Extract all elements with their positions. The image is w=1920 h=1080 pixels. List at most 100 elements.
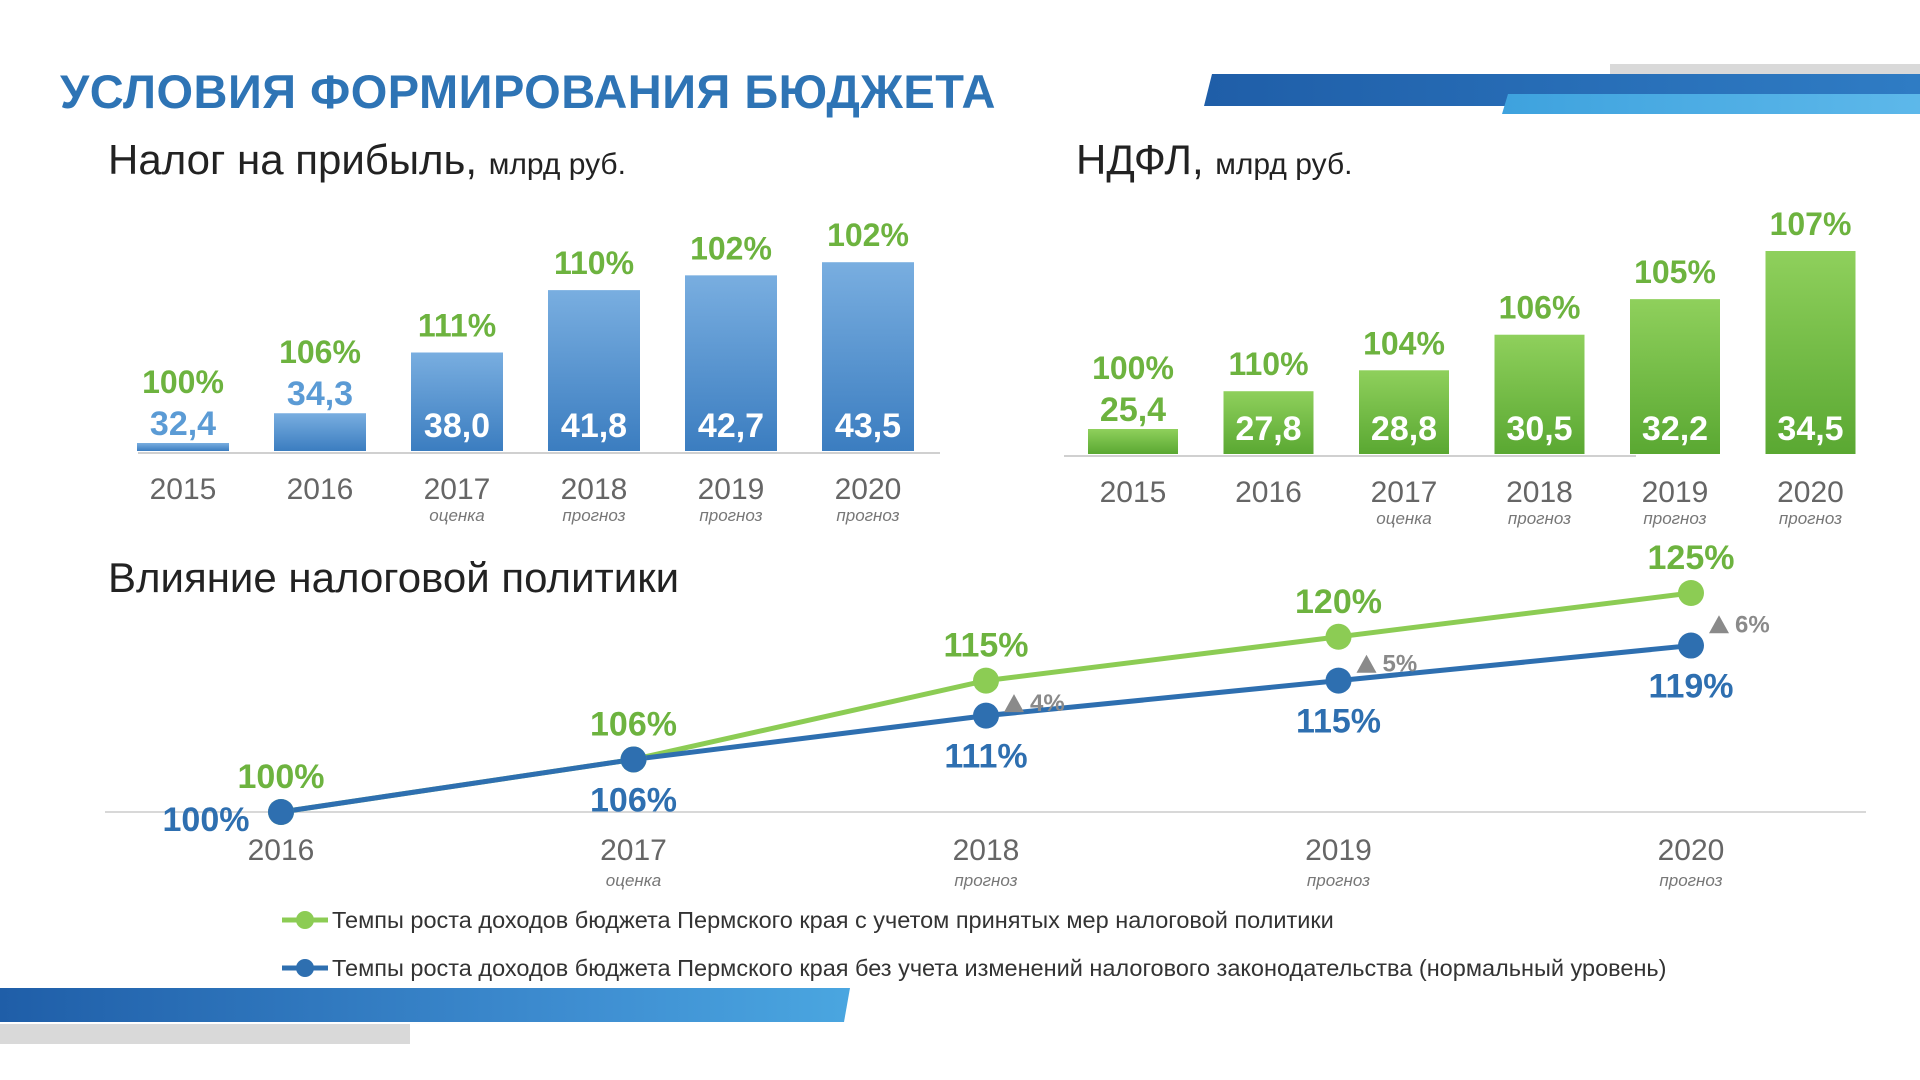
bar xyxy=(1223,391,1314,454)
series-point xyxy=(1678,632,1704,659)
delta-up-icon xyxy=(1004,694,1024,713)
blue-point-label: 119% xyxy=(1648,668,1733,706)
green-point-label: 100% xyxy=(238,758,325,796)
footer-stripe-blue xyxy=(0,988,850,1022)
x-tick-label: 2016 xyxy=(287,473,354,506)
bar xyxy=(548,290,640,451)
delta-label: 6% xyxy=(1735,611,1770,638)
bar xyxy=(1765,251,1856,454)
ndfl-unit: млрд руб. xyxy=(1215,148,1353,181)
x-tick-label: 2019 xyxy=(1642,476,1709,509)
growth-label: 111% xyxy=(418,308,496,344)
blue-point-label: 111% xyxy=(944,738,1027,776)
legend-item-blue: Темпы роста доходов бюджета Пермского кр… xyxy=(282,953,1667,983)
green-point-label: 125% xyxy=(1648,539,1735,577)
x-sublabel: прогноз xyxy=(699,506,762,525)
page-title: УСЛОВИЯ ФОРМИРОВАНИЯ БЮДЖЕТА xyxy=(60,65,996,118)
blue-point-label: 100% xyxy=(163,801,250,839)
delta-label: 4% xyxy=(1030,690,1065,717)
x-sublabel: оценка xyxy=(429,506,484,525)
bar xyxy=(1088,429,1178,454)
x-tick-label: 2016 xyxy=(248,834,315,867)
profit-tax-title: Налог на прибыль, млрд руб. xyxy=(108,136,626,184)
x-tick-label: 2018 xyxy=(561,473,628,506)
footer-stripe-gray xyxy=(0,1024,410,1044)
bar xyxy=(137,443,229,451)
legend-label-blue: Темпы роста доходов бюджета Пермского кр… xyxy=(332,954,1667,981)
blue-point-label: 106% xyxy=(590,781,677,819)
series-point xyxy=(1325,623,1352,650)
bar-value-label: 32,2 xyxy=(1642,410,1708,448)
x-sublabel: оценка xyxy=(606,871,661,890)
x-tick-label: 2017 xyxy=(1371,476,1438,509)
x-tick-label: 2018 xyxy=(953,834,1020,867)
delta-label: 5% xyxy=(1383,651,1418,678)
x-tick-label: 2020 xyxy=(835,473,902,506)
bar xyxy=(1359,370,1449,454)
policy-title: Влияние налоговой политики xyxy=(108,554,680,601)
legend-item-green: Темпы роста доходов бюджета Пермского кр… xyxy=(282,905,1334,935)
bar-value-label: 25,4 xyxy=(1100,391,1166,429)
x-tick-label: 2019 xyxy=(1305,834,1372,867)
bar-value-label: 42,7 xyxy=(698,407,764,445)
growth-label: 110% xyxy=(554,245,634,281)
growth-label: 102% xyxy=(690,230,772,266)
series-point xyxy=(973,667,999,694)
green-point-label: 106% xyxy=(590,705,677,743)
profit-tax-unit: млрд руб. xyxy=(488,148,626,181)
ndfl-title: НДФЛ, млрд руб. xyxy=(1076,136,1352,184)
bar xyxy=(1630,299,1720,454)
x-sublabel: прогноз xyxy=(1508,509,1571,528)
x-sublabel: оценка xyxy=(1376,509,1431,528)
series-point xyxy=(620,746,647,773)
bar-value-label: 30,5 xyxy=(1506,410,1572,448)
x-tick-label: 2015 xyxy=(150,473,217,506)
series-point xyxy=(1325,667,1352,694)
bar-value-label: 34,3 xyxy=(287,375,353,413)
bar xyxy=(685,275,777,451)
growth-label: 105% xyxy=(1634,254,1716,290)
bar-value-label: 28,8 xyxy=(1371,410,1437,448)
series-point xyxy=(1678,580,1704,606)
x-sublabel: прогноз xyxy=(1779,509,1842,528)
growth-label: 110% xyxy=(1228,346,1308,382)
x-tick-label: 2015 xyxy=(1100,476,1167,509)
delta-up-icon xyxy=(1356,654,1377,673)
x-tick-label: 2017 xyxy=(424,473,491,506)
growth-label: 100% xyxy=(1092,350,1174,386)
bar-value-label: 27,8 xyxy=(1235,410,1301,448)
growth-label: 107% xyxy=(1770,206,1852,242)
bar-value-label: 38,0 xyxy=(424,407,490,445)
x-sublabel: прогноз xyxy=(562,506,625,525)
x-tick-label: 2019 xyxy=(698,473,765,506)
growth-label: 100% xyxy=(142,364,224,400)
green-point-label: 120% xyxy=(1295,583,1382,621)
profit-tax-title-text: Налог на прибыль, xyxy=(108,136,478,183)
x-sublabel: прогноз xyxy=(836,506,899,525)
bar-value-label: 32,4 xyxy=(150,405,216,443)
legend-label-green: Темпы роста доходов бюджета Пермского кр… xyxy=(332,906,1334,933)
x-tick-label: 2017 xyxy=(600,834,667,867)
bar-value-label: 34,5 xyxy=(1777,410,1843,448)
x-tick-label: 2020 xyxy=(1658,834,1725,867)
header-stripe-lightblue xyxy=(1502,94,1920,114)
x-tick-label: 2018 xyxy=(1506,476,1573,509)
bar-value-label: 43,5 xyxy=(835,407,901,445)
bar xyxy=(822,262,914,451)
blue-point-label: 115% xyxy=(1296,703,1381,741)
legend-swatch-green xyxy=(282,911,328,929)
growth-label: 104% xyxy=(1363,325,1445,361)
series-point xyxy=(268,799,294,825)
ndfl-title-text: НДФЛ, xyxy=(1076,136,1204,183)
x-sublabel: прогноз xyxy=(1307,871,1370,890)
x-sublabel: прогноз xyxy=(1643,509,1706,528)
growth-label: 102% xyxy=(827,217,909,253)
bar xyxy=(274,413,366,451)
delta-up-icon xyxy=(1709,615,1729,634)
x-tick-label: 2016 xyxy=(1235,476,1302,509)
x-sublabel: прогноз xyxy=(1659,871,1722,890)
x-sublabel: прогноз xyxy=(954,871,1017,890)
